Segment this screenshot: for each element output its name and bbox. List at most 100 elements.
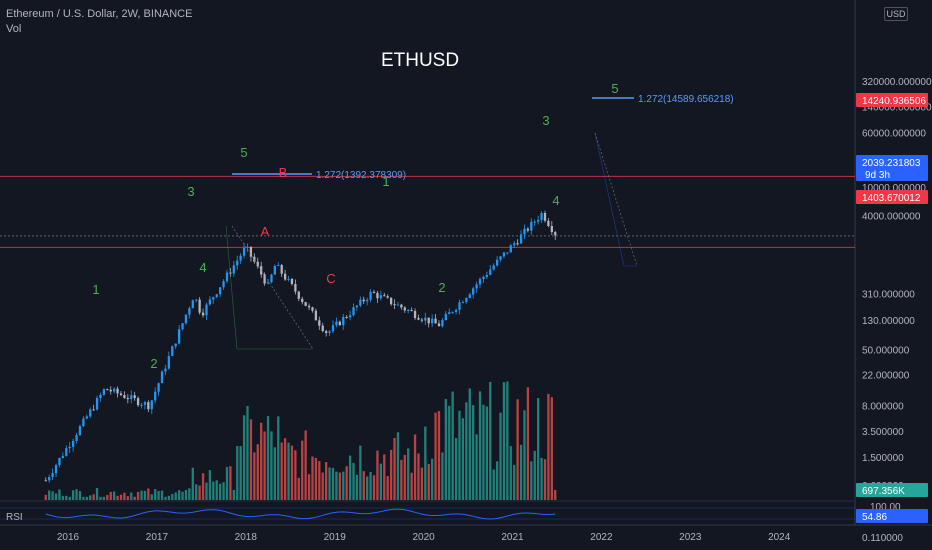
candle-body xyxy=(85,416,88,419)
volume-bar xyxy=(386,476,389,500)
volume-bar xyxy=(550,397,553,500)
candle-body xyxy=(249,246,253,257)
wave-label: 3 xyxy=(187,184,194,199)
candle-body xyxy=(256,261,259,267)
volume-bar xyxy=(99,496,102,500)
price-tag-label: 1403.670012 xyxy=(862,193,921,204)
volume-bar xyxy=(68,496,71,500)
volume-bar xyxy=(458,410,461,500)
volume-bar xyxy=(294,450,297,500)
price-axis-label: 130.000000 xyxy=(862,316,915,327)
candle-body xyxy=(116,388,119,394)
candle-body xyxy=(201,312,205,316)
volume-bar xyxy=(513,464,516,500)
volume-bar xyxy=(489,381,492,500)
volume-bar xyxy=(109,491,112,500)
volume-bar xyxy=(492,469,495,500)
candle-body xyxy=(109,389,112,392)
candle-body xyxy=(219,287,222,295)
volume-bar xyxy=(348,455,352,500)
candle-body xyxy=(407,310,410,312)
candle-body xyxy=(119,393,123,396)
candle-body xyxy=(393,304,396,306)
volume-bar xyxy=(205,482,208,500)
volume-bar xyxy=(116,495,119,500)
time-axis-label: 2024 xyxy=(768,532,791,543)
volume-bar xyxy=(307,474,311,500)
candle-body xyxy=(325,331,328,333)
volume-bar xyxy=(246,405,249,500)
volume-bar xyxy=(44,494,47,500)
candle-body xyxy=(352,307,355,316)
price-axis-label: 310.000000 xyxy=(862,290,915,301)
volume-bar xyxy=(472,405,475,500)
volume-bar xyxy=(126,496,129,500)
volume-bar xyxy=(263,431,266,500)
volume-bar xyxy=(123,492,126,500)
volume-bar xyxy=(526,387,530,500)
volume-bar xyxy=(444,399,447,500)
currency-badge[interactable]: USD xyxy=(884,7,908,21)
volume-bar xyxy=(540,457,543,500)
candle-body xyxy=(92,409,95,411)
volume-bar xyxy=(362,471,365,500)
volume-indicator-label[interactable]: Vol xyxy=(6,23,22,35)
candle-body xyxy=(523,228,526,235)
wave-label: B xyxy=(279,165,288,180)
candle-body xyxy=(454,309,458,312)
volume-bar xyxy=(174,492,177,500)
volume-bar xyxy=(181,491,184,500)
volume-bar xyxy=(389,449,393,500)
volume-bar xyxy=(89,495,92,500)
volume-bar xyxy=(451,391,454,500)
volume-bar xyxy=(335,471,338,500)
candle-body xyxy=(95,398,99,410)
candle-body xyxy=(506,252,509,254)
volume-bar xyxy=(314,457,318,500)
candle-body xyxy=(362,299,365,302)
candle-body xyxy=(304,302,307,306)
volume-bar xyxy=(359,445,362,500)
candle-body xyxy=(550,226,553,233)
volume-bar xyxy=(75,489,78,500)
wave-label: 2 xyxy=(150,356,157,371)
candle-body xyxy=(191,300,194,309)
candle-body xyxy=(51,473,54,478)
price-tag-bg xyxy=(856,93,928,107)
volume-bar xyxy=(311,456,314,500)
symbol-title[interactable]: Ethereum / U.S. Dollar, 2W, BINANCE xyxy=(6,8,193,20)
candle-body xyxy=(492,265,495,270)
volume-bar xyxy=(65,495,68,500)
candle-body xyxy=(160,371,164,384)
volume-bar xyxy=(239,446,242,500)
candle-body xyxy=(75,435,78,441)
candle-body xyxy=(427,317,430,324)
volume-bar xyxy=(506,381,509,500)
volume-bar xyxy=(547,393,550,500)
candle-body xyxy=(461,302,465,304)
time-axis-label: 2019 xyxy=(324,532,347,543)
candle-body xyxy=(533,221,536,223)
volume-bar xyxy=(369,471,372,500)
candle-body xyxy=(143,402,147,405)
volume-bar xyxy=(113,491,116,500)
volume-bar xyxy=(290,445,294,500)
time-axis-label: 2018 xyxy=(235,532,258,543)
candle-body xyxy=(441,320,444,327)
candle-body xyxy=(188,308,191,315)
volume-bar xyxy=(280,442,283,500)
candle-body xyxy=(154,391,157,401)
candle-body xyxy=(451,311,454,313)
volume-bar xyxy=(177,490,181,500)
candle-body xyxy=(171,346,174,357)
candle-body xyxy=(400,304,403,308)
candle-body xyxy=(465,297,468,303)
volume-bar xyxy=(249,419,253,500)
candle-body xyxy=(437,323,441,327)
candle-body xyxy=(396,304,400,306)
volume-bar xyxy=(58,489,61,500)
candle-body xyxy=(513,243,516,246)
candle-body xyxy=(130,395,133,400)
